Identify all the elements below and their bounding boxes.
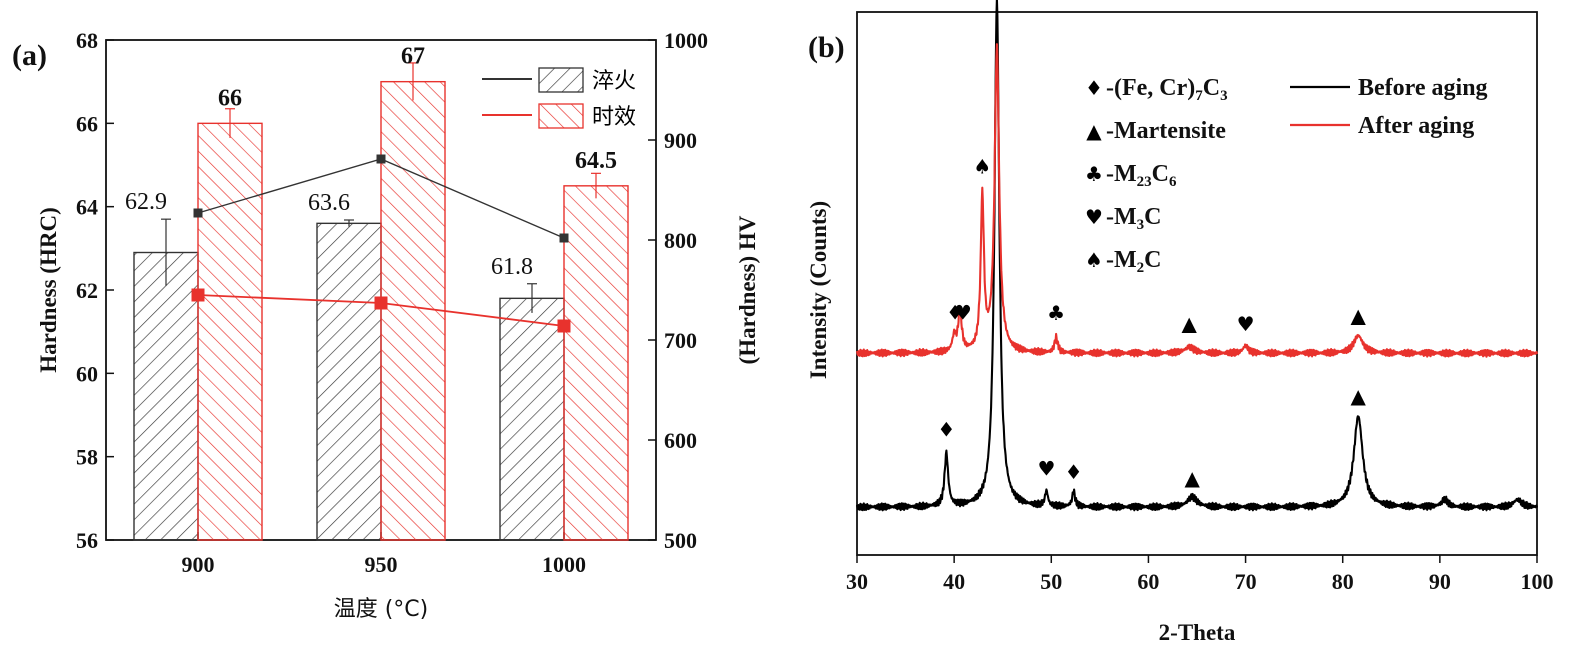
y2-tick-label: 700 [664,328,697,353]
y-tick-label: 62 [76,278,98,303]
data-label: 67 [401,44,425,70]
panel-a-y-axis-title: Hardness (HRC) [36,207,61,372]
phase-legend-symbol: ♠ [1085,248,1103,272]
line-point [193,208,203,218]
y2-tick-label: 500 [664,528,697,553]
panel-b-series-legend: Before aging After aging [1290,75,1488,139]
x-tick-label: 90 [1429,569,1451,594]
panel-b-x-axis-title: 2-Theta [1159,620,1236,645]
line-point [374,296,388,310]
curve-before-aging [855,0,1539,512]
phase-legend-label: -M3C [1106,204,1162,233]
x-tick-label: 30 [846,569,868,594]
legend-swatch-aging [538,103,584,129]
x-tick-label: 50 [1040,569,1062,594]
phase-legend-label: -M2C [1106,247,1162,276]
x-tick-label: 60 [1137,569,1159,594]
phase-legend-symbol: ♥ [1085,205,1103,229]
panel-a-legend: 淬火 时效 [482,67,636,130]
panel-b-x-axis: 30 40 50 60 70 80 90 100 [846,555,1554,594]
panel-a-bars [133,62,629,541]
data-label: 62.9 [125,189,167,215]
phase-legend-label: -(Fe, Cr)7C3 [1106,75,1228,104]
peak-marker: ♦ [946,301,964,325]
y-tick-label: 64 [76,195,98,220]
data-label: 63.6 [308,190,350,216]
panel-b-y-axis-title: Intensity (Counts) [806,201,831,379]
panel-b-peak-markers: ▲♦♥♠♣▲♥▲♦♥♦▲▲ [937,155,1367,490]
peak-marker: ♥ [1037,456,1055,480]
panel-a-lines [191,154,571,333]
phase-legend-label: -Martensite [1106,118,1226,144]
panel-b-phase-legend: ♦ -(Fe, Cr)7C3▲ -Martensite♣ -M23C6♥ -M3C♠ -M… [1085,75,1228,276]
bar-aging [563,185,629,541]
line-point [557,319,571,333]
panel-a-left-axis: 56 58 60 62 64 66 68 [76,28,114,553]
line-point [191,288,205,302]
x-tick-label: 70 [1235,569,1257,594]
legend-label-after-aging: After aging [1358,113,1474,139]
legend-label-aging: 时效 [592,105,636,130]
legend-label-quench: 淬火 [592,69,636,94]
panel-a-label: (a) [12,39,47,72]
data-label: 66 [218,85,242,111]
peak-marker: ▲ [1184,466,1200,490]
peak-marker: ♥ [1237,312,1255,336]
bar-quench [499,297,565,541]
panel-b-label: (b) [808,31,845,64]
panel-a-right-axis: 500 600 700 800 900 1000 [648,28,708,553]
peak-marker: ▲ [1351,303,1367,327]
y-tick-label: 68 [76,28,98,53]
panel-a-data-labels: 62.9 63.6 61.8 66 67 64.5 [125,44,617,280]
y2-tick-label: 900 [664,128,697,153]
y2-tick-label: 1000 [664,28,708,53]
bar-aging [380,80,446,541]
line-point [376,154,386,164]
x-tick-label: 950 [365,552,398,577]
phase-legend-symbol: ▲ [1086,119,1102,143]
bar-quench [133,251,199,541]
bar-quench [316,222,382,541]
phase-legend-symbol: ♦ [1085,76,1103,100]
bar-aging [197,122,263,541]
y-tick-label: 66 [76,111,98,136]
y-tick-label: 60 [76,361,98,386]
x-tick-label: 40 [943,569,965,594]
phase-legend-symbol: ♣ [1085,162,1103,186]
panel-a-y2-axis-title: (Hardness) HV [735,215,760,364]
y2-tick-label: 800 [664,228,697,253]
x-tick-label: 1000 [542,552,586,577]
y-tick-label: 58 [76,445,98,470]
phase-legend-label: -M23C6 [1106,161,1177,190]
legend-label-before-aging: Before aging [1358,75,1488,101]
x-tick-label: 900 [182,552,215,577]
y2-tick-label: 600 [664,428,697,453]
peak-marker: ♠ [973,155,991,179]
peak-marker: ♣ [1047,301,1065,325]
peak-marker: ♦ [937,418,955,442]
panel-a-x-axis-title: 温度 (°C) [334,597,429,622]
peak-marker: ▲ [1182,312,1198,336]
data-label: 61.8 [491,254,533,280]
y-tick-label: 56 [76,528,98,553]
x-tick-label: 100 [1521,569,1554,594]
panel-b-curves [855,0,1539,512]
peak-marker: ▲ [1351,384,1367,408]
data-label: 64.5 [575,148,617,174]
line-point [559,233,569,243]
peak-marker: ♥ [954,301,972,325]
curve-after-aging [855,43,1539,358]
panel-a: (a) 56 58 60 62 64 66 68 500 600 700 800 900 1000 9… [12,28,760,622]
legend-swatch-quench [538,67,584,93]
x-tick-label: 80 [1332,569,1354,594]
panel-b-frame [856,11,1538,556]
peak-marker: ♦ [1065,460,1083,484]
